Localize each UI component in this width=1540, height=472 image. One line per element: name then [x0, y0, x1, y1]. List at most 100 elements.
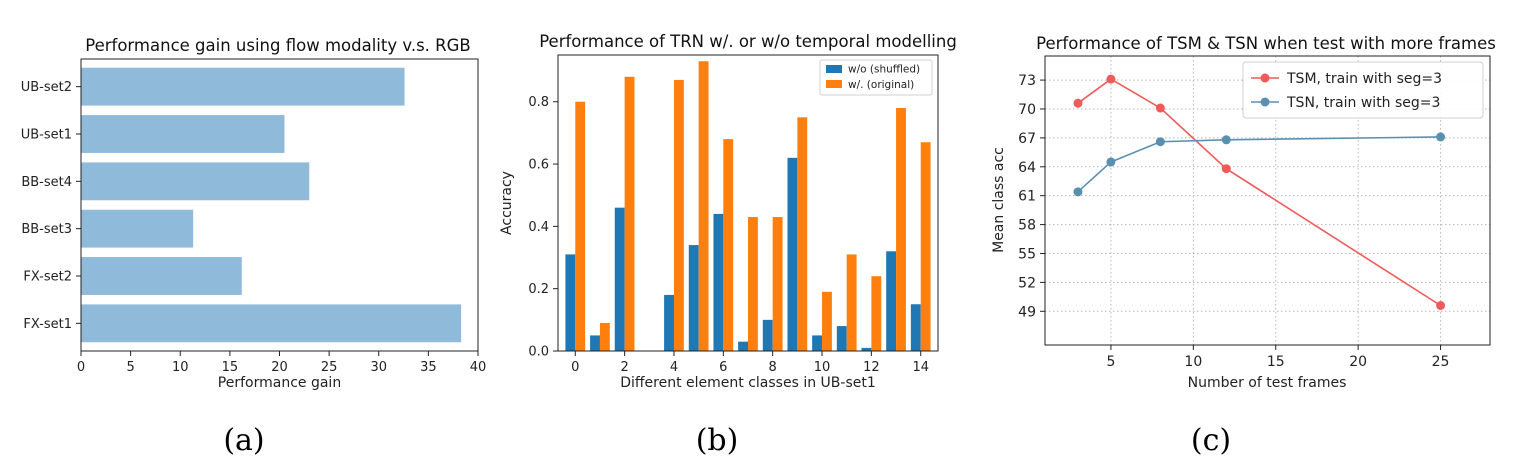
- bar-original-10: [822, 291, 832, 351]
- xtick-label: 25: [321, 360, 338, 375]
- panel-b-title: Performance of TRN w/. or w/o temporal m…: [539, 32, 957, 51]
- ytick-label: 49: [1018, 304, 1036, 320]
- legend-label-tsn: TSN, train with seg=3: [1286, 95, 1440, 111]
- ytick-label: BB-set3: [21, 222, 72, 237]
- bar-original-7: [748, 217, 758, 351]
- panel-c-legend-box: [1242, 61, 1484, 119]
- ytick-label: 0.0: [528, 345, 549, 360]
- panel-b-ylabel: Accuracy: [499, 171, 515, 235]
- bar-original-5: [698, 61, 709, 352]
- xtick-label: 2: [620, 360, 628, 375]
- panel-b-caption: (b): [696, 423, 739, 458]
- xtick-label: 0: [77, 360, 85, 375]
- ytick-label: 0.4: [528, 220, 549, 235]
- ytick-label: 0.2: [528, 282, 549, 297]
- bar-original-12: [871, 276, 882, 351]
- panel-a-xlabel: Performance gain: [218, 375, 341, 391]
- point-tsm-25: [1436, 301, 1446, 311]
- legend-marker-tsm: [1260, 73, 1270, 83]
- bar-shuffled-9: [787, 157, 798, 351]
- bar-shuffled-10: [812, 335, 823, 351]
- xtick-label: 5: [126, 360, 134, 375]
- ytick-label: FX-set2: [23, 270, 72, 285]
- point-tsm-3: [1073, 98, 1083, 108]
- legend-label-shuffled: w/o (shuffled): [848, 64, 920, 76]
- bar-shuffled-4: [664, 294, 674, 351]
- xtick-label: 10: [172, 360, 189, 375]
- point-tsn-8: [1155, 137, 1165, 147]
- point-tsm-8: [1155, 103, 1165, 113]
- legend-label-original: w/. (original): [848, 79, 914, 91]
- bar-original-0: [575, 101, 586, 351]
- bar-ub-set2: [81, 67, 405, 106]
- bar-shuffled-11: [836, 326, 847, 351]
- bar-original-4: [673, 79, 684, 351]
- point-tsn-25: [1436, 132, 1446, 142]
- bar-shuffled-6: [713, 213, 724, 351]
- xtick-label: 25: [1432, 354, 1450, 370]
- bar-original-2: [624, 76, 635, 352]
- panel-c-xlabel: Number of test frames: [1188, 375, 1347, 391]
- panel-c-legend: TSM, train with seg=3 TSN, train with se…: [1242, 61, 1484, 119]
- ytick-label: 58: [1018, 218, 1036, 234]
- legend-marker-tsn: [1260, 97, 1270, 107]
- xtick-label: 5: [1106, 354, 1115, 370]
- panel-b-frame: [557, 54, 939, 352]
- ytick-label: 70: [1018, 102, 1036, 118]
- bar-ub-set1: [81, 115, 285, 153]
- bar-bb-set4: [81, 162, 310, 201]
- ytick-label: 67: [1018, 131, 1036, 147]
- xtick-label: 15: [222, 360, 239, 375]
- ytick-label: 64: [1018, 160, 1036, 176]
- ytick-label: FX-set1: [23, 317, 72, 332]
- bar-shuffled-0: [565, 254, 576, 351]
- series-line-tsn: [1077, 136, 1441, 193]
- legend-swatch-shuffled: [826, 65, 842, 73]
- panel-a-bar-chart: Performance gain using flow modality v.s…: [21, 36, 487, 458]
- bar-shuffled-8: [762, 319, 773, 351]
- xtick-label: 14: [912, 360, 929, 375]
- bar-shuffled-7: [738, 341, 748, 351]
- point-tsn-3: [1073, 187, 1083, 197]
- panel-b-grouped-bar-chart: Performance of TRN w/. or w/o temporal m…: [499, 32, 957, 458]
- bar-original-8: [772, 217, 783, 351]
- panel-c-ylabel: Mean class acc: [991, 147, 1007, 253]
- xtick-label: 8: [769, 360, 777, 375]
- ytick-label: 61: [1018, 189, 1036, 205]
- panel-c-caption: (c): [1191, 423, 1231, 458]
- legend-swatch-original: [826, 80, 842, 88]
- ytick-label: BB-set4: [21, 175, 72, 190]
- panel-b-xlabel: Different element classes in UB-set1: [620, 375, 876, 391]
- panel-a-title: Performance gain using flow modality v.s…: [85, 36, 471, 55]
- bar-fx-set1: [81, 304, 462, 343]
- bar-shuffled-2: [614, 207, 625, 351]
- point-tsm-12: [1221, 164, 1231, 174]
- bar-shuffled-12: [861, 347, 872, 351]
- xtick-label: 0: [571, 360, 579, 375]
- panel-c-line-chart: Performance of TSM & TSN when test with …: [991, 34, 1496, 458]
- xtick-label: 6: [719, 360, 727, 375]
- panel-c-frame: [1044, 55, 1491, 346]
- ytick-label: 0.8: [528, 95, 549, 110]
- bar-fx-set2: [81, 257, 242, 295]
- ytick-label: 0.6: [528, 158, 549, 173]
- bar-shuffled-5: [688, 245, 699, 351]
- bar-original-13: [896, 107, 906, 352]
- panel-c-title: Performance of TSM & TSN when test with …: [1036, 34, 1496, 53]
- bar-shuffled-1: [590, 335, 600, 351]
- xtick-label: 35: [420, 360, 437, 375]
- xtick-label: 10: [1184, 354, 1202, 370]
- bar-original-11: [846, 254, 857, 351]
- xtick-label: 4: [670, 360, 678, 375]
- bar-original-1: [599, 322, 610, 351]
- ytick-label: 55: [1018, 246, 1036, 262]
- panel-b-legend: w/o (shuffled) w/. (original): [819, 59, 933, 96]
- xtick-label: 40: [470, 360, 487, 375]
- bar-shuffled-14: [910, 304, 921, 351]
- ytick-label: 73: [1018, 73, 1036, 89]
- xtick-label: 12: [863, 360, 880, 375]
- legend-label-tsm: TSM, train with seg=3: [1286, 71, 1442, 87]
- xtick-label: 15: [1267, 354, 1285, 370]
- panel-a-caption: (a): [223, 423, 264, 458]
